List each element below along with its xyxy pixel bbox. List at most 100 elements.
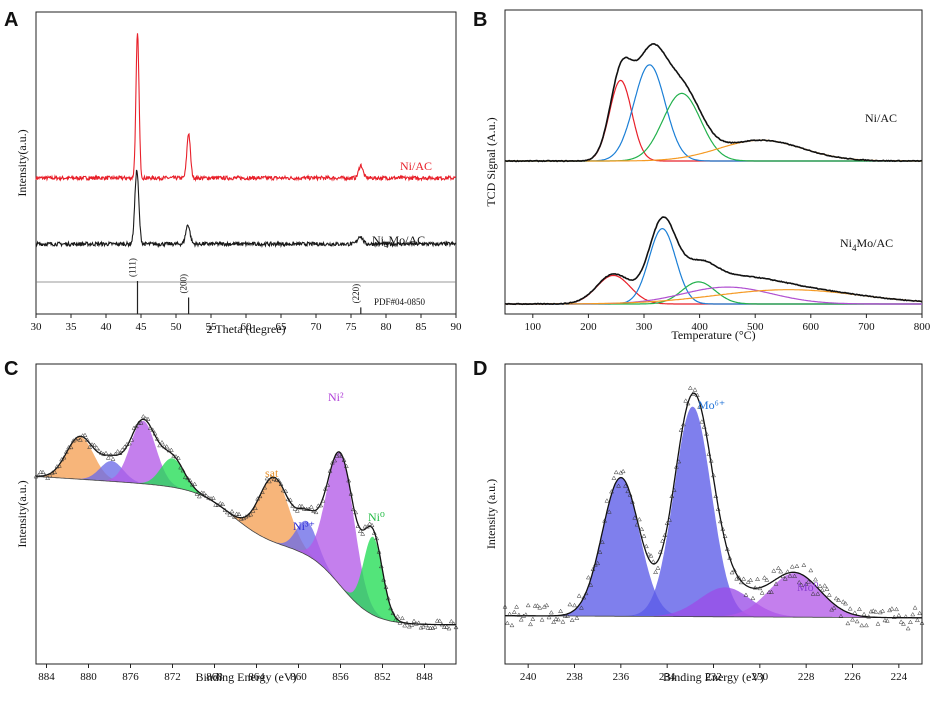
panel-d-data-point: [528, 621, 533, 627]
panel-d-data-point: [836, 597, 842, 602]
panel-c-data-point: [290, 503, 296, 508]
panel-d-data-point: [648, 553, 654, 558]
panel-d-data-point: [660, 538, 665, 543]
panel-d-data-point: [711, 472, 716, 478]
panel-d-data-point: [676, 459, 682, 464]
panel-a-series-label-ni4mo-ac: Ni4Mo/AC: [372, 233, 425, 250]
panel-d-component-mo6-3d5-2: [505, 406, 922, 618]
panel-c-data-point: [115, 448, 121, 454]
panel-c-data-point: [269, 474, 275, 480]
panel-c-data-point: [392, 617, 398, 623]
panel-d-data-point: [509, 622, 515, 628]
panel-c-data-point: [91, 442, 97, 447]
panel-c-data-point: [420, 624, 426, 629]
panel-d-data-point: [699, 419, 705, 424]
panel-d-data-point: [907, 619, 913, 624]
panel-c-data-point: [334, 453, 340, 458]
panel-c-data-point: [259, 489, 265, 494]
panel-d-data-point: [597, 549, 603, 554]
panel-c-data-point: [423, 622, 429, 627]
panel-c-data-point: [283, 488, 289, 494]
panel-d-data-point: [588, 582, 594, 587]
panel-c-component-ni3-1: [36, 476, 456, 625]
panel-c-data-point: [63, 449, 69, 454]
panel-c-data-point: [52, 469, 58, 474]
panel-d-data-point: [625, 488, 631, 494]
panel-c-component-ni3-2: [36, 461, 456, 625]
panel-d-data-point: [541, 604, 547, 609]
panel-c-data-point: [133, 423, 139, 429]
panel-d-data-point: [553, 616, 559, 621]
panel-c-data-point: [61, 455, 67, 460]
panel-d-raw-data: [502, 385, 925, 631]
panel-d-data-point: [548, 610, 554, 615]
panel-d-data-point: [875, 621, 881, 626]
panel-d-data-point: [824, 586, 830, 591]
panel-c-data-point: [427, 625, 433, 630]
panel-d-data-point: [632, 515, 638, 520]
panel-c-data-point: [154, 436, 160, 441]
panel-d-data-point: [757, 585, 763, 591]
panel-c-data-point: [243, 514, 249, 519]
panel-d-data-point: [759, 590, 765, 595]
panel-c-data-point: [327, 468, 333, 473]
panel-c-data-point: [318, 502, 324, 508]
panel-c-data-point: [84, 437, 90, 442]
panel-d-data-point: [780, 573, 786, 579]
panel-d-data-point: [743, 592, 749, 597]
panel-c-data-point: [126, 441, 132, 446]
panel-c-data-point: [45, 475, 51, 480]
panel-c-data-point: [213, 502, 219, 507]
panel-d-data-point: [729, 569, 735, 575]
panel-a-reference-hkl: (220): [351, 284, 361, 304]
panel-d-data-point: [516, 612, 522, 617]
panel-d-data-point: [810, 591, 816, 596]
panel-d-x-tick-label: 234: [659, 671, 676, 683]
panel-c-x-tick-label: 864: [248, 671, 265, 683]
panel-d-data-point: [898, 619, 904, 624]
panel-d-data-point: [537, 605, 543, 610]
panel-c-data-point: [222, 507, 228, 512]
panel-c-data-point: [164, 444, 170, 449]
panel-d-data-point: [655, 565, 661, 570]
panel-d-data-point: [789, 564, 795, 569]
panel-c-data-point: [117, 450, 123, 456]
panel-c-data-point: [255, 496, 261, 501]
panel-c-data-point: [308, 504, 314, 509]
panel-d-data-point: [620, 468, 626, 474]
panel-a-x-tick-label: 60: [241, 321, 253, 333]
panel-d-data-point: [787, 573, 793, 578]
panel-d-x-axis-label: Binding Energy (eV): [663, 670, 764, 684]
panel-d-data-point: [599, 539, 605, 544]
panel-c-axes: 884 880 876 872 868 864 860 856 852 848 Binding En…: [15, 363, 457, 684]
panel-c-peak-label: Ni⁰: [368, 510, 385, 524]
panel-d-data-point: [912, 605, 918, 610]
panel-c-data-point: [306, 506, 312, 512]
panel-c-data-point: [108, 452, 114, 457]
panel-c-x-tick-label: 856: [332, 671, 349, 683]
panel-c-data-point: [138, 420, 144, 425]
panel-c-data-point: [187, 477, 193, 483]
panel-c-data-point: [147, 425, 153, 430]
panel-d-data-point: [724, 546, 730, 551]
panel-c-data-point: [250, 508, 256, 513]
label-sub: 4: [852, 243, 857, 253]
panel-b-envelope-line: [504, 216, 923, 306]
panel-c-data-point: [434, 618, 440, 623]
panel-c-x-tick-label: 848: [416, 671, 433, 683]
panel-c-data-point: [229, 508, 235, 514]
panel-d-data-point: [762, 575, 767, 580]
panel-d-data-point: [518, 617, 524, 622]
panel-a-x-tick-label: 65: [276, 321, 288, 333]
panel-d-data-point: [861, 611, 867, 617]
panel-d-data-point: [585, 574, 591, 580]
panel-d-data-point: [718, 518, 723, 524]
panel-b-fit-component: [505, 289, 923, 305]
panel-c-data-point: [152, 431, 158, 436]
panel-d-data-point: [671, 487, 677, 492]
panel-d-x-tick-label: 230: [752, 671, 769, 683]
panel-d-data-point: [863, 622, 869, 628]
panel-d-data-point: [523, 612, 529, 617]
panel-d-data-point: [643, 543, 649, 549]
panel-c-peak-label: Ni²: [328, 390, 344, 404]
